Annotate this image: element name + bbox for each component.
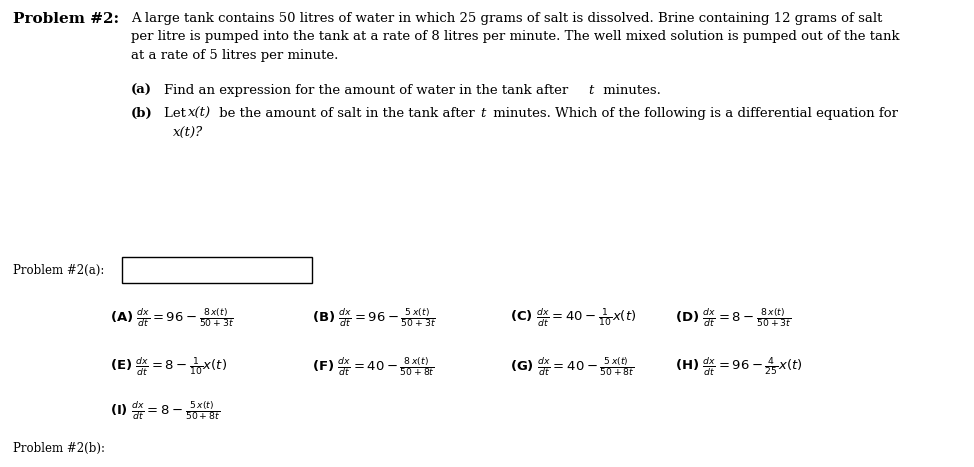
Text: t: t: [588, 84, 594, 97]
Text: Find an expression for the amount of water in the tank after: Find an expression for the amount of wat…: [165, 84, 573, 97]
Text: Problem #2(b):: Problem #2(b):: [13, 442, 104, 455]
Text: minutes. Which of the following is a differential equation for: minutes. Which of the following is a dif…: [489, 107, 898, 120]
Text: $\mathbf{(D)}\ \frac{dx}{dt} = 8 - \frac{8\,x(t)}{50+3t}$: $\mathbf{(D)}\ \frac{dx}{dt} = 8 - \frac…: [675, 306, 791, 329]
Text: $\mathbf{(G)}\ \frac{dx}{dt} = 40 - \frac{5\,x(t)}{50+8t}$: $\mathbf{(G)}\ \frac{dx}{dt} = 40 - \fra…: [510, 355, 635, 378]
Text: Problem #2:: Problem #2:: [13, 12, 119, 26]
FancyBboxPatch shape: [123, 257, 312, 283]
Text: $\mathbf{(F)}\ \frac{dx}{dt} = 40 - \frac{8\,x(t)}{50+8t}$: $\mathbf{(F)}\ \frac{dx}{dt} = 40 - \fra…: [312, 355, 434, 378]
Text: t: t: [480, 107, 486, 120]
Text: $\mathbf{(C)}\ \frac{dx}{dt} = 40 - \frac{1}{10}x(t)$: $\mathbf{(C)}\ \frac{dx}{dt} = 40 - \fra…: [510, 306, 636, 329]
Text: Let: Let: [165, 107, 191, 120]
Text: x(t): x(t): [188, 107, 211, 120]
Text: $\mathbf{(B)}\ \frac{dx}{dt} = 96 - \frac{5\,x(t)}{50+3t}$: $\mathbf{(B)}\ \frac{dx}{dt} = 96 - \fra…: [312, 306, 436, 329]
Text: $\mathbf{(H)}\ \frac{dx}{dt} = 96 - \frac{4}{25}x(t)$: $\mathbf{(H)}\ \frac{dx}{dt} = 96 - \fra…: [675, 355, 803, 378]
Text: x(t)?: x(t)?: [172, 126, 204, 139]
Text: per litre is pumped into the tank at a rate of 8 litres per minute. The well mix: per litre is pumped into the tank at a r…: [131, 30, 899, 43]
Text: be the amount of salt in the tank after: be the amount of salt in the tank after: [215, 107, 479, 120]
Text: (b): (b): [131, 107, 153, 120]
Text: $\mathbf{(E)}\ \frac{dx}{dt} = 8 - \frac{1}{10}x(t)$: $\mathbf{(E)}\ \frac{dx}{dt} = 8 - \frac…: [110, 355, 227, 378]
Text: (a): (a): [131, 84, 152, 97]
Text: A large tank contains 50 litres of water in which 25 grams of salt is dissolved.: A large tank contains 50 litres of water…: [131, 12, 882, 25]
Text: at a rate of 5 litres per minute.: at a rate of 5 litres per minute.: [131, 49, 338, 62]
Text: minutes.: minutes.: [599, 84, 660, 97]
Text: Problem #2(a):: Problem #2(a):: [13, 264, 104, 277]
Text: $\mathbf{(A)}\ \frac{dx}{dt} = 96 - \frac{8\,x(t)}{50+3t}$: $\mathbf{(A)}\ \frac{dx}{dt} = 96 - \fra…: [110, 306, 234, 329]
Text: $\mathbf{(I)}\ \frac{dx}{dt} = 8 - \frac{5\,x(t)}{50+8t}$: $\mathbf{(I)}\ \frac{dx}{dt} = 8 - \frac…: [110, 400, 220, 422]
